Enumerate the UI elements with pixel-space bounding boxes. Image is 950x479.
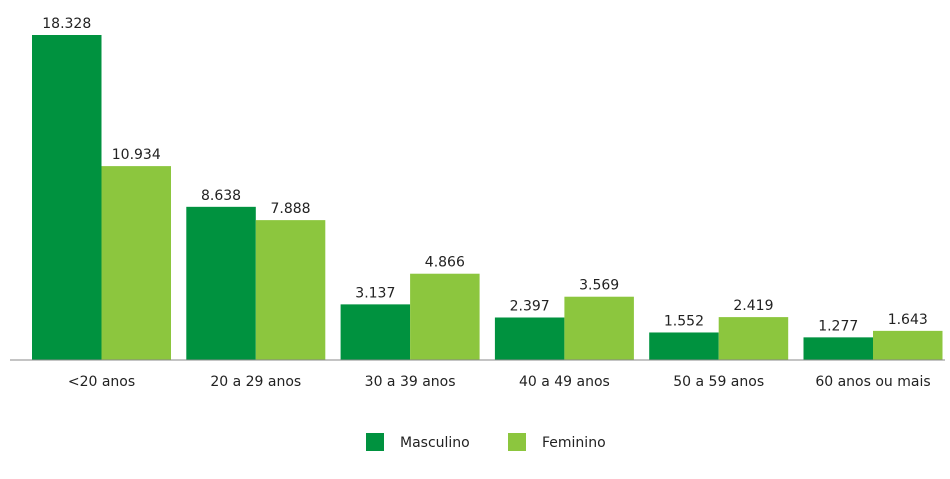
bar xyxy=(410,273,480,360)
legend-label: Masculino xyxy=(400,435,470,451)
value-label: 4.866 xyxy=(425,255,465,271)
x-tick-label: 20 a 29 anos xyxy=(210,374,301,390)
value-label: 3.137 xyxy=(355,285,395,301)
x-tick-label: 60 anos ou mais xyxy=(815,374,930,390)
value-label: 8.638 xyxy=(201,188,241,204)
bar xyxy=(32,35,102,360)
bar xyxy=(494,317,565,360)
value-label: 7.888 xyxy=(271,201,311,217)
value-label: 1.552 xyxy=(664,313,704,329)
legend-swatch xyxy=(366,433,384,451)
bar xyxy=(564,296,634,360)
bar xyxy=(803,337,873,360)
bar xyxy=(873,330,943,360)
legend-swatch xyxy=(508,433,526,451)
x-tick-label: 40 a 49 anos xyxy=(519,374,610,390)
value-label: 2.419 xyxy=(733,298,773,314)
bar xyxy=(255,220,326,360)
value-label: 18.328 xyxy=(42,16,91,32)
value-label: 3.569 xyxy=(579,278,619,294)
bar xyxy=(186,206,256,360)
x-tick-label: <20 anos xyxy=(68,374,135,390)
value-label: 1.643 xyxy=(888,312,928,328)
legend-label: Feminino xyxy=(542,435,606,451)
bar xyxy=(340,304,411,360)
value-label: 10.934 xyxy=(112,147,161,163)
bar xyxy=(101,166,171,360)
x-tick-label: 30 a 39 anos xyxy=(365,374,456,390)
x-tick-label: 50 a 59 anos xyxy=(673,374,764,390)
bar xyxy=(649,332,719,360)
value-label: 2.397 xyxy=(510,298,550,314)
value-label: 1.277 xyxy=(818,318,858,334)
bar xyxy=(718,317,789,360)
